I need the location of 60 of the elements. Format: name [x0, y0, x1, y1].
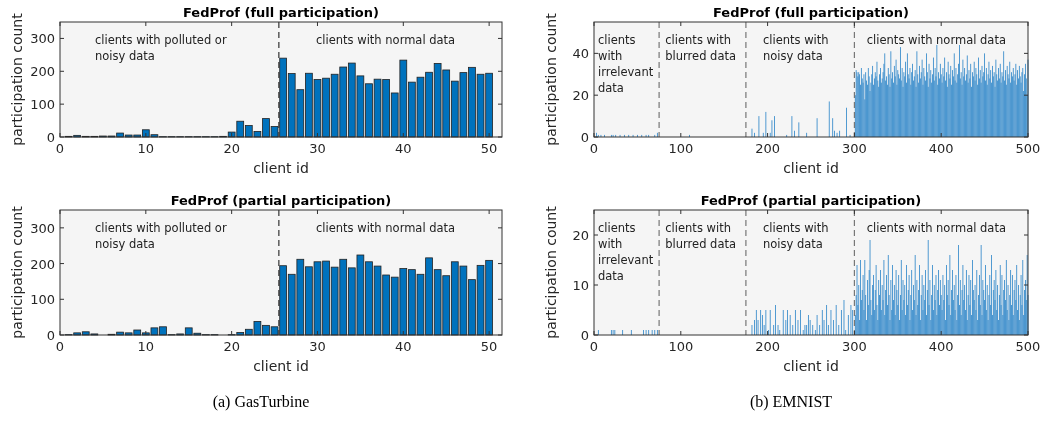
y-tick-label: 100 [30, 292, 55, 308]
y-axis-title: participation count [9, 12, 25, 146]
y-axis-title: participation count [543, 12, 559, 146]
x-tick-label: 400 [928, 339, 954, 354]
x-tick-label: 40 [395, 339, 412, 354]
x-axis-title: client id [783, 160, 839, 176]
x-tick-label: 300 [841, 339, 867, 354]
x-axis-title: client id [783, 358, 839, 374]
y-tick-label: 20 [572, 88, 589, 104]
annotation: clients with irrelevant data [598, 33, 654, 95]
x-tick-label: 100 [668, 141, 694, 156]
annotation: clients with blurred data [665, 221, 737, 251]
text: (b) EMNIST [749, 393, 833, 411]
y-tick-label: 20 [572, 228, 589, 243]
chart-title: FedProf (partial participation) [170, 193, 392, 208]
y-tick-label: 0 [580, 130, 589, 145]
x-tick-label: 10 [137, 141, 155, 156]
x-tick-label: 30 [309, 141, 326, 156]
y-tick-label: 0 [46, 130, 55, 145]
x-tick-label: 200 [755, 141, 781, 156]
x-tick-label: 300 [841, 141, 867, 156]
chart-title: FedProf (full participation) [712, 5, 910, 20]
y-tick-label: 300 [30, 31, 55, 47]
y-tick-label: 200 [30, 64, 55, 80]
y-axis-title: participation count [543, 205, 559, 339]
y-tick-label: 0 [46, 328, 55, 343]
x-tick-label: 50 [480, 339, 498, 354]
annotation: clients with noisy data [762, 221, 829, 251]
annotation: clients with normal data [866, 33, 1006, 47]
x-tick-label: 40 [395, 141, 412, 156]
x-tick-label: 200 [755, 339, 781, 354]
y-tick-label: 40 [572, 46, 589, 62]
x-axis-title: client id [253, 358, 309, 374]
x-tick-label: 10 [137, 339, 155, 354]
text: (a) GasTurbine [212, 393, 310, 411]
x-axis-title: client id [253, 160, 309, 176]
x-tick-label: 20 [223, 141, 240, 156]
y-tick-label: 100 [30, 97, 55, 113]
y-tick-label: 10 [572, 278, 589, 293]
annotation: clients with polluted or noisy data [95, 33, 227, 63]
x-tick-label: 500 [1015, 339, 1041, 354]
annotation: clients with polluted or noisy data [95, 221, 227, 251]
y-tick-label: 200 [30, 256, 55, 272]
x-tick-label: 50 [480, 141, 498, 156]
annotation: clients with noisy data [762, 33, 829, 63]
annotation: clients with normal data [316, 33, 456, 47]
chart-title: FedProf (full participation) [182, 5, 380, 20]
x-tick-label: 30 [309, 339, 326, 354]
x-tick-label: 20 [223, 339, 240, 354]
y-tick-label: 300 [30, 220, 55, 236]
y-tick-label: 0 [580, 328, 589, 343]
annotation: clients with blurred data [665, 33, 737, 63]
chart-title: FedProf (partial participation) [700, 193, 922, 208]
annotation: clients with normal data [866, 221, 1006, 235]
annotation: clients with normal data [316, 221, 456, 235]
annotation: clients with irrelevant data [598, 221, 654, 283]
x-tick-label: 500 [1015, 141, 1041, 156]
x-tick-label: 100 [668, 339, 694, 354]
x-tick-label: 400 [928, 141, 954, 156]
y-axis-title: participation count [9, 205, 25, 339]
